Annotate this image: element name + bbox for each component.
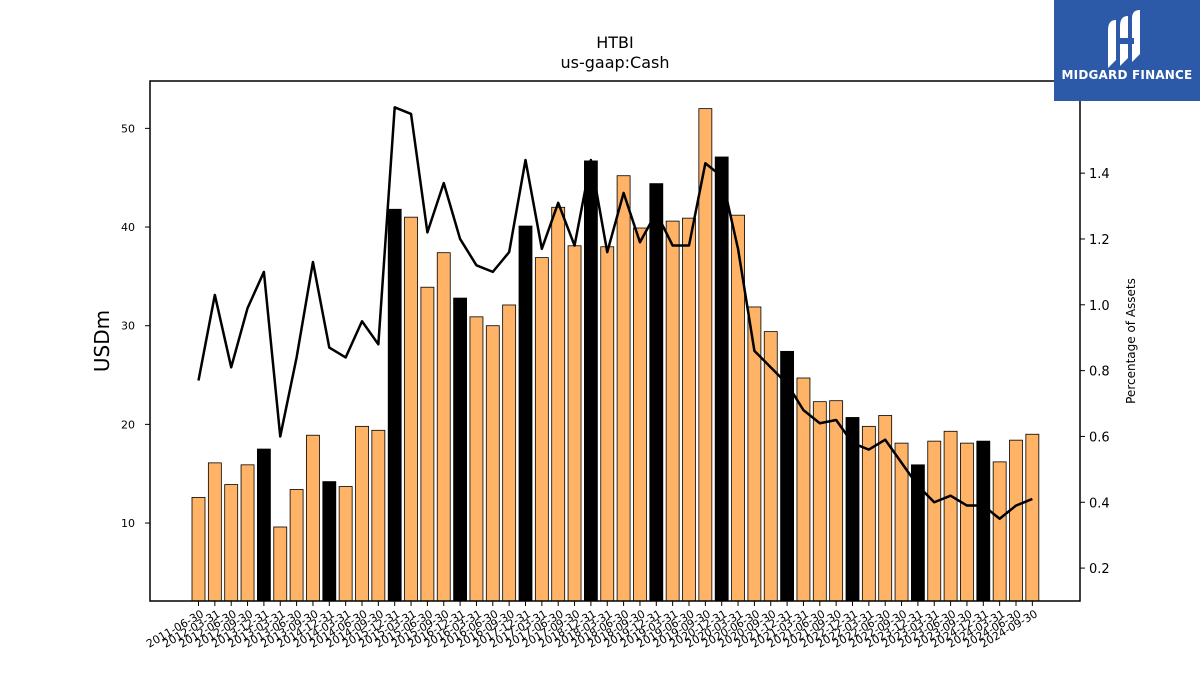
y-tick-label: 50	[121, 122, 135, 135]
bar-2023-09-30	[992, 461, 1007, 602]
bar-2011-12-31	[224, 484, 239, 602]
bar-2024-03-31	[1025, 433, 1040, 602]
bar-2015-12-31	[485, 325, 500, 602]
chart-title: HTBI	[596, 33, 634, 52]
bar-2023-12-31	[1009, 439, 1023, 602]
bar-2016-03-31	[502, 304, 517, 602]
bar-2015-09-30	[469, 316, 484, 602]
midgard-logo-icon	[1108, 10, 1140, 68]
bar-2018-09-30	[665, 220, 680, 602]
y-tick-label: 20	[121, 418, 135, 431]
bar-2012-12-31	[289, 489, 304, 602]
y-tick-label: 30	[121, 320, 135, 333]
bar-2020-12-31	[812, 401, 827, 602]
bar-2015-06-30	[453, 297, 468, 602]
bar-2012-03-31	[240, 464, 255, 602]
bar-2014-06-30	[387, 208, 402, 602]
bar-2022-12-31	[943, 430, 958, 602]
bar-2011-09-30	[207, 462, 222, 602]
bar-2017-09-30	[600, 246, 615, 602]
bar-2022-09-30	[927, 440, 942, 602]
y2-tick-label: 0.2	[1089, 562, 1110, 577]
bar-2017-12-31	[616, 175, 631, 602]
bar-2011-06-30	[191, 496, 206, 602]
bar-2014-03-31	[371, 429, 386, 602]
bar-2013-03-31	[306, 434, 320, 602]
bars	[191, 108, 1040, 602]
y2-axis-label: Percentage of Assets	[1124, 278, 1138, 404]
bar-2018-06-30	[649, 183, 664, 602]
bar-2021-09-30	[861, 425, 876, 602]
midgard-finance-logo: MIDGARD FINANCE	[1054, 0, 1200, 101]
y-axis-right: 0.2 0.4 0.6 0.8 1.0 1.2 1.4	[1080, 167, 1110, 577]
bar-2012-06-30	[256, 448, 271, 602]
y-axis-label: USDm	[90, 310, 114, 372]
bar-2017-06-30	[584, 160, 598, 602]
bar-2013-12-31	[355, 425, 369, 602]
y-tick-label: 10	[121, 517, 135, 530]
bar-2017-03-31	[567, 245, 582, 602]
bar-2016-06-30	[518, 225, 533, 602]
bar-2015-03-31	[436, 252, 451, 602]
bar-2014-12-31	[420, 286, 435, 602]
y2-tick-label: 1.0	[1089, 299, 1110, 314]
logo-text: MIDGARD FINANCE	[1061, 68, 1193, 82]
plot-frame	[149, 80, 1081, 602]
y-tick-label: 40	[121, 221, 135, 234]
bar-2019-06-30	[714, 156, 729, 602]
bar-2014-09-30	[404, 216, 418, 602]
chart-subtitle: us-gaap:Cash	[560, 53, 669, 72]
bar-2021-03-31	[829, 400, 844, 602]
bar-2022-03-31	[894, 442, 909, 602]
y2-tick-label: 0.8	[1089, 365, 1110, 380]
y-axis-left: 10 20 30 40 50	[121, 122, 150, 530]
y2-tick-label: 1.4	[1089, 167, 1110, 182]
bar-2013-06-30	[322, 481, 337, 602]
bar-2018-03-31	[633, 227, 647, 602]
bar-2018-12-31	[682, 217, 696, 602]
bar-2012-09-30	[273, 526, 288, 602]
percentage-line-path	[197, 106, 1033, 520]
bar-2016-12-31	[551, 206, 566, 602]
bar-2013-09-30	[338, 486, 353, 602]
percentage-line	[197, 106, 1033, 520]
y2-tick-label: 0.4	[1089, 496, 1110, 511]
bar-2023-03-31	[960, 442, 974, 602]
bar-2023-06-30	[976, 440, 991, 602]
x-axis: 2011-06-302012-03-312012-06-302012-09-30…	[144, 601, 1040, 651]
y2-tick-label: 1.2	[1089, 233, 1110, 248]
y2-tick-label: 0.6	[1089, 430, 1110, 445]
bar-2016-09-30	[534, 257, 549, 602]
